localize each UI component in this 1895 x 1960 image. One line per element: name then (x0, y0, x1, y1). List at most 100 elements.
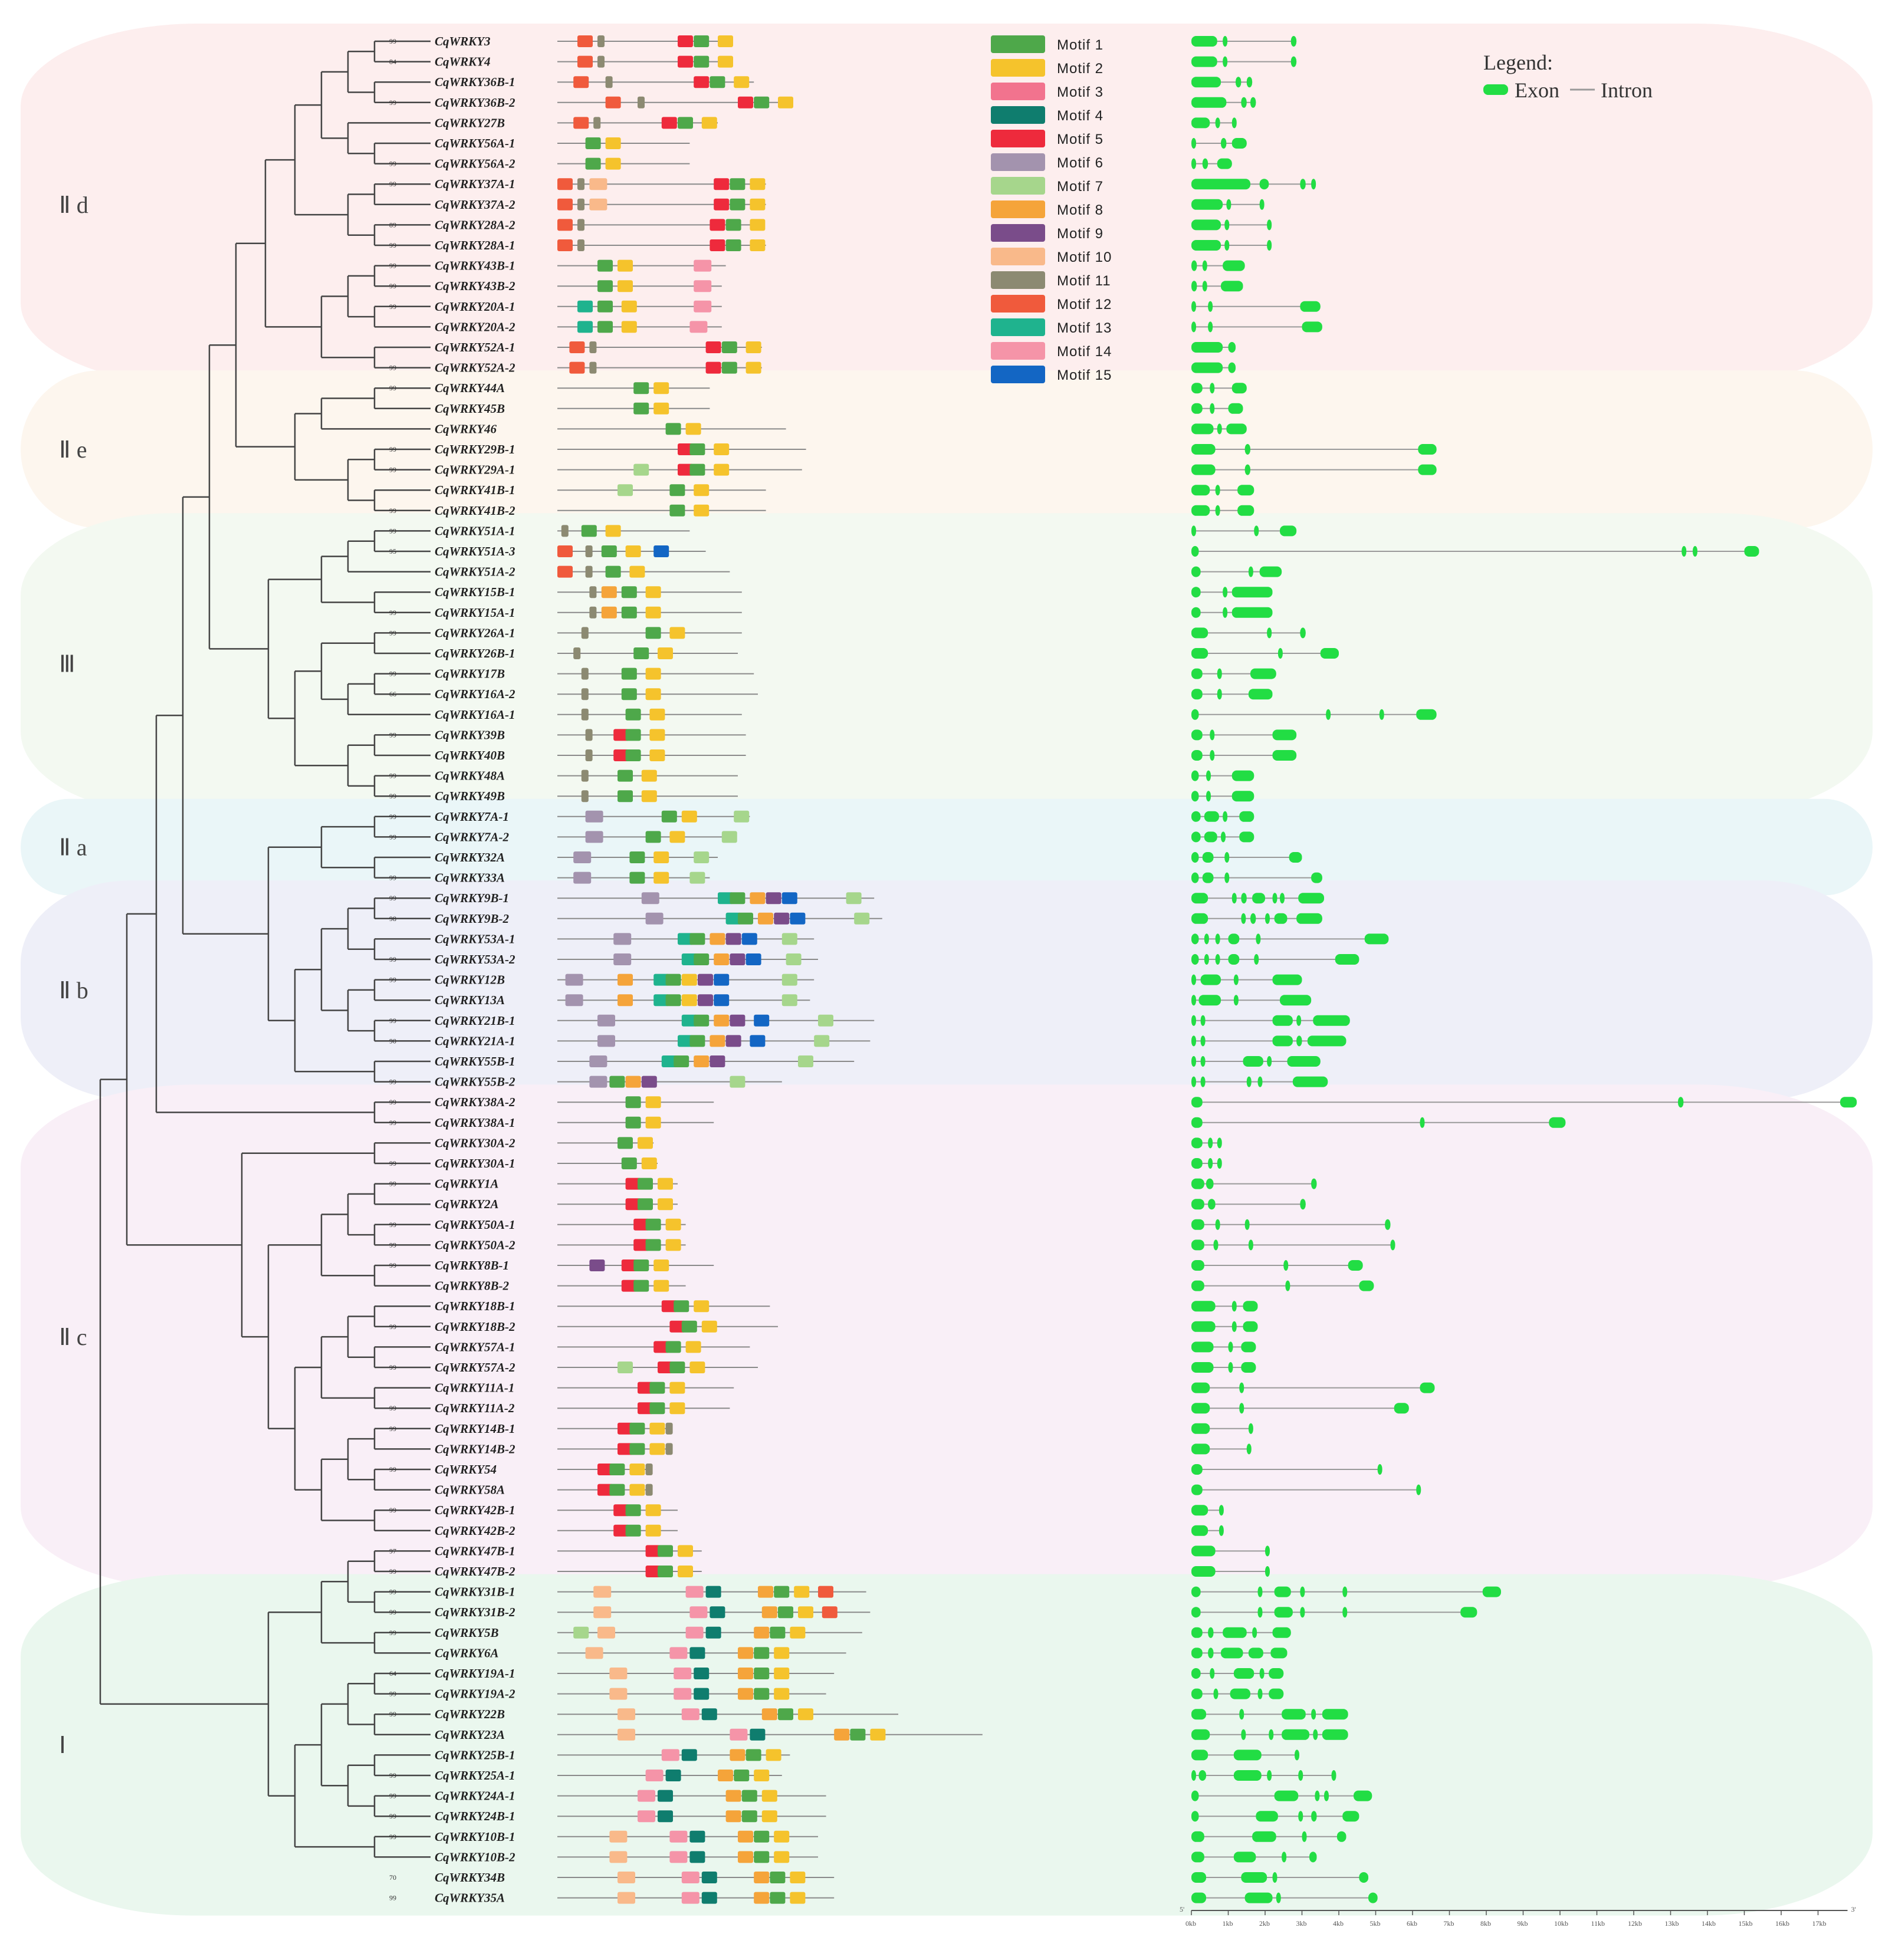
exon-legend-label: Exon (1515, 78, 1559, 102)
motif-10-box (609, 1851, 628, 1863)
exon-box (1300, 1607, 1305, 1618)
motif-2-box (669, 627, 685, 639)
gene-label: CqWRKY43B-2 (435, 279, 515, 293)
exon-box (1191, 56, 1217, 67)
axis-tick-label: 5kb (1370, 1919, 1381, 1928)
bootstrap-value: 99 (389, 792, 396, 800)
gene-label: CqWRKY4 (435, 55, 491, 69)
exon-box (1269, 1688, 1284, 1699)
motif-11-box (585, 565, 593, 578)
exon-box (1416, 1484, 1421, 1495)
exon-box (1204, 831, 1217, 843)
exon-box (1248, 689, 1273, 700)
motif-2-box (621, 321, 637, 333)
exon-box (1300, 1199, 1306, 1210)
gene-label: CqWRKY25B-1 (435, 1748, 515, 1762)
motif-legend-label: Motif 8 (1057, 202, 1103, 218)
motif-1-box (778, 1606, 793, 1619)
exon-box (1681, 546, 1687, 557)
gene-label: CqWRKY36B-2 (435, 96, 515, 110)
exon-box (1269, 1729, 1274, 1740)
exon-box (1191, 1097, 1203, 1108)
motif-2-box (618, 259, 633, 272)
exon-box (1315, 1790, 1320, 1801)
gene-label: CqWRKY11A-2 (435, 1401, 515, 1415)
motif-8-box (738, 1688, 753, 1700)
motif-14-box (674, 1688, 692, 1700)
motif-2-box (605, 157, 621, 170)
exon-box (1191, 1464, 1203, 1475)
motif-11-box (665, 1443, 673, 1455)
exon-box (1274, 1607, 1293, 1618)
motif-15-box (741, 933, 757, 945)
bootstrap-value: 99 (389, 98, 396, 107)
exon-box (1191, 117, 1210, 129)
motif-legend-label: Motif 3 (1057, 84, 1103, 100)
motif-2-box (678, 1545, 693, 1557)
motif-2-box (653, 382, 669, 394)
motif-1-box (770, 1872, 786, 1883)
bootstrap-value: 99 (389, 160, 396, 168)
motif-1-box (605, 565, 621, 578)
motif-1-box (625, 1096, 641, 1109)
exon-box (1290, 56, 1297, 67)
motif-2-box (750, 178, 766, 190)
exon-box (1191, 1586, 1201, 1597)
motif-9-box (774, 912, 790, 925)
motif-13-box (725, 912, 741, 925)
motif-legend-swatch (991, 318, 1045, 336)
motif-2-box (701, 1320, 717, 1333)
exon-box (1269, 1668, 1284, 1679)
exon-box (1265, 913, 1270, 924)
motif-2-box (641, 790, 657, 803)
motif-1-box (689, 463, 705, 476)
motif-7-box (781, 974, 797, 986)
motif-1-box (730, 198, 745, 211)
exon-box (1210, 383, 1215, 394)
exon-box (1191, 464, 1216, 475)
exon-box (1311, 1811, 1317, 1822)
motif-5-box (618, 1443, 633, 1455)
motif-9-box (589, 1259, 605, 1271)
exon-box (1231, 587, 1273, 598)
exon-box (1191, 689, 1203, 700)
motif-legend-label: Motif 1 (1057, 37, 1103, 53)
motif-8-box (710, 1035, 725, 1047)
motif-11-box (577, 219, 584, 231)
gene-label: CqWRKY45B (435, 402, 505, 416)
motif-13-box (661, 1055, 677, 1067)
motif-9-box (698, 994, 713, 1007)
motif-11-box (593, 117, 601, 129)
motif-1-box (625, 1524, 641, 1537)
bootstrap-value: 99 (389, 507, 396, 515)
exon-box (1204, 954, 1209, 965)
motif-1-box (754, 1647, 770, 1659)
motif-2-box (718, 55, 733, 68)
exon-box (1191, 1688, 1203, 1699)
bootstrap-value: 99 (389, 1323, 396, 1331)
gene-label: CqWRKY21A-1 (435, 1034, 515, 1048)
motif-5-box (678, 463, 693, 476)
motif-legend-swatch (991, 200, 1045, 218)
exon-box (1282, 1709, 1306, 1720)
exon-box (1243, 1301, 1258, 1312)
motif-12-box (557, 198, 573, 211)
clade-label-I: Ⅰ (59, 1732, 66, 1758)
motif-1-box (694, 55, 710, 68)
motif-1-box (778, 1708, 793, 1721)
motif-7-box (618, 484, 633, 496)
motif-7-box (786, 953, 802, 965)
exon-box (1231, 117, 1237, 129)
motif-2-box (870, 1728, 886, 1741)
exon-box (1324, 1790, 1329, 1801)
motif-2-box (669, 1402, 685, 1415)
exon-box (1259, 179, 1269, 190)
motif-7-box (721, 831, 737, 843)
axis-tick-label: 12kb (1628, 1919, 1642, 1928)
exon-box (1267, 627, 1272, 639)
motif-7-box (734, 810, 750, 823)
exon-box (1257, 1607, 1263, 1618)
motif-1-box (629, 851, 645, 863)
motif-1-box (725, 239, 741, 251)
